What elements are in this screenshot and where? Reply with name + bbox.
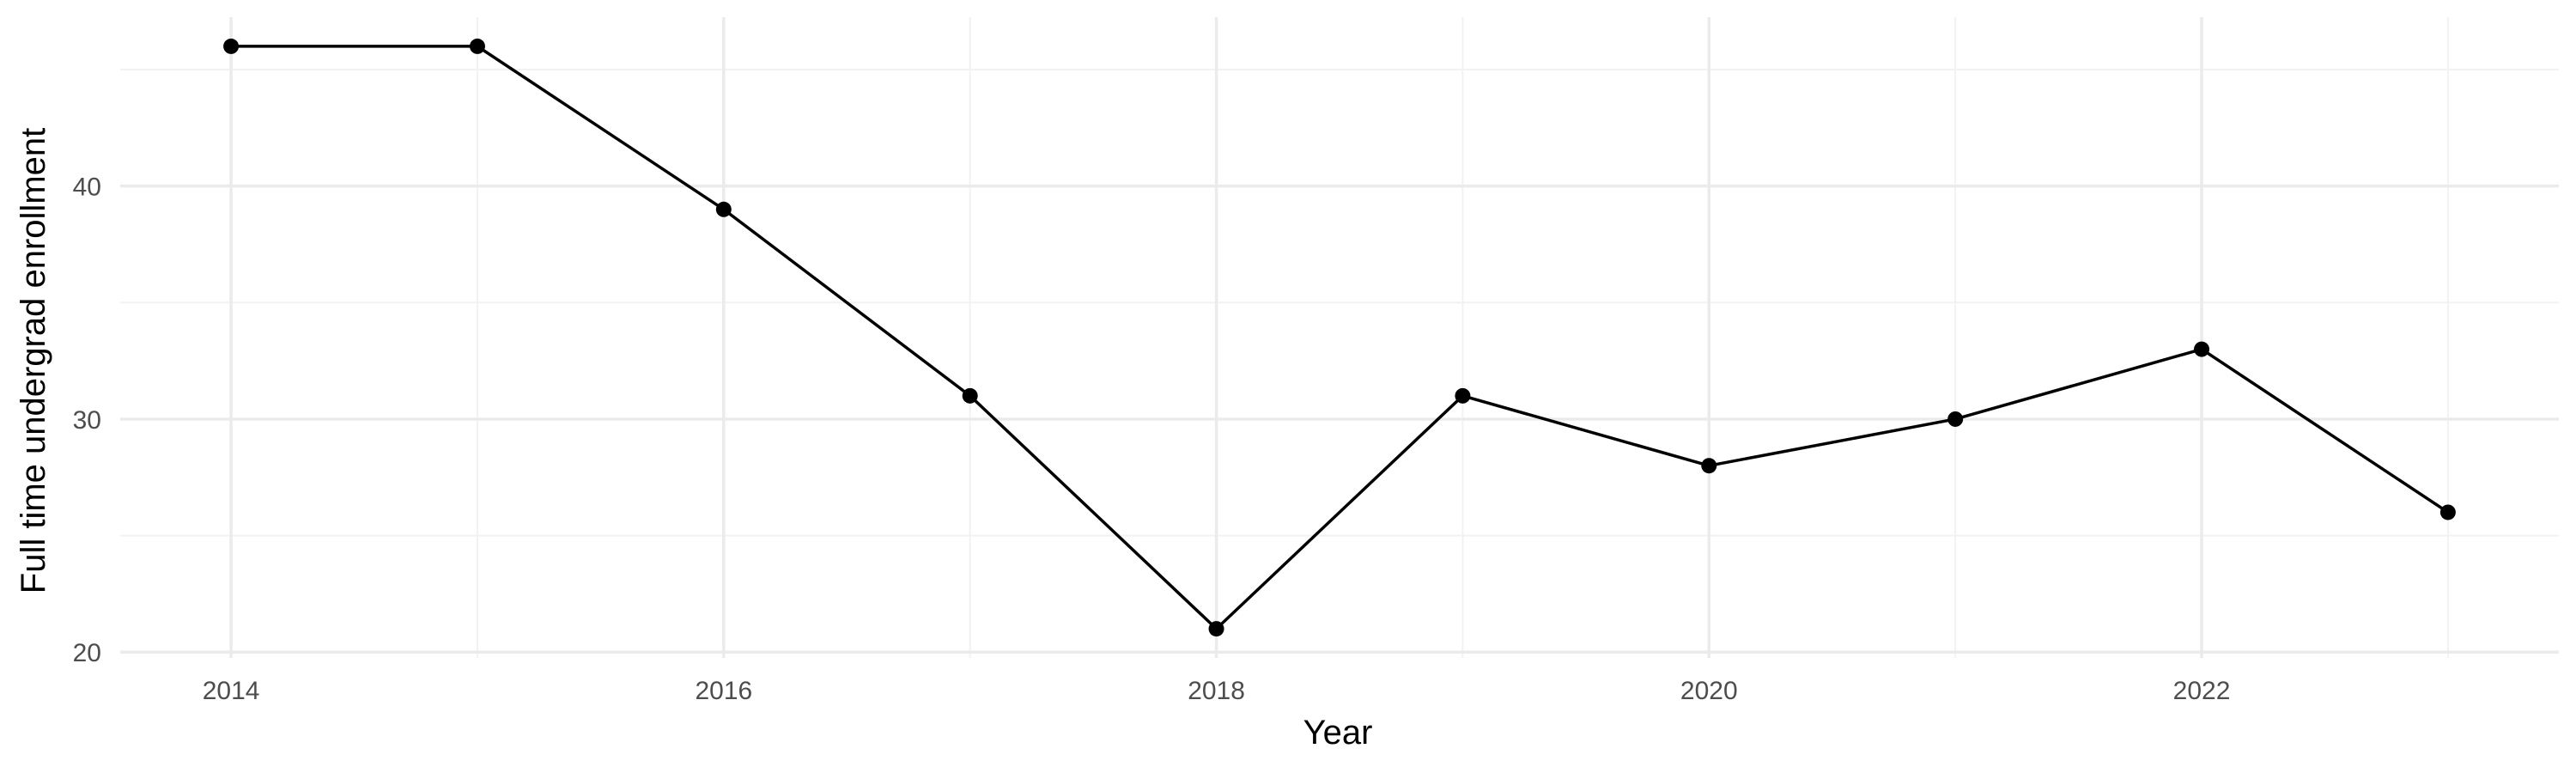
data-point	[1947, 411, 1964, 427]
major-grid	[120, 17, 2559, 658]
data-point	[715, 201, 732, 217]
x-axis-title: Year	[1303, 714, 1373, 752]
data-point	[1701, 458, 1717, 474]
series-line	[231, 45, 2449, 631]
data-point	[2194, 341, 2210, 357]
data-point	[223, 38, 240, 54]
x-tick-label: 2016	[695, 677, 752, 705]
data-point	[469, 38, 485, 54]
x-tick-label: 2018	[1188, 677, 1245, 705]
data-point	[2439, 504, 2456, 520]
y-axis-title: Full time undergrad enrollment	[15, 128, 52, 593]
y-tick-label: 30	[73, 406, 101, 435]
y-tick-labels: 20 30 40	[73, 173, 101, 668]
y-tick-label: 20	[73, 639, 101, 667]
x-tick-label: 2014	[203, 677, 260, 705]
data-point	[1455, 387, 1471, 404]
x-tick-label: 2022	[2173, 677, 2231, 705]
y-tick-label: 40	[73, 173, 101, 202]
x-tick-label: 2020	[1680, 677, 1738, 705]
data-point	[962, 387, 978, 404]
series-layer	[223, 38, 2456, 637]
x-tick-labels: 2014 2016 2018 2020 2022	[203, 677, 2231, 705]
data-point	[1208, 621, 1224, 637]
minor-grid	[120, 17, 2559, 658]
